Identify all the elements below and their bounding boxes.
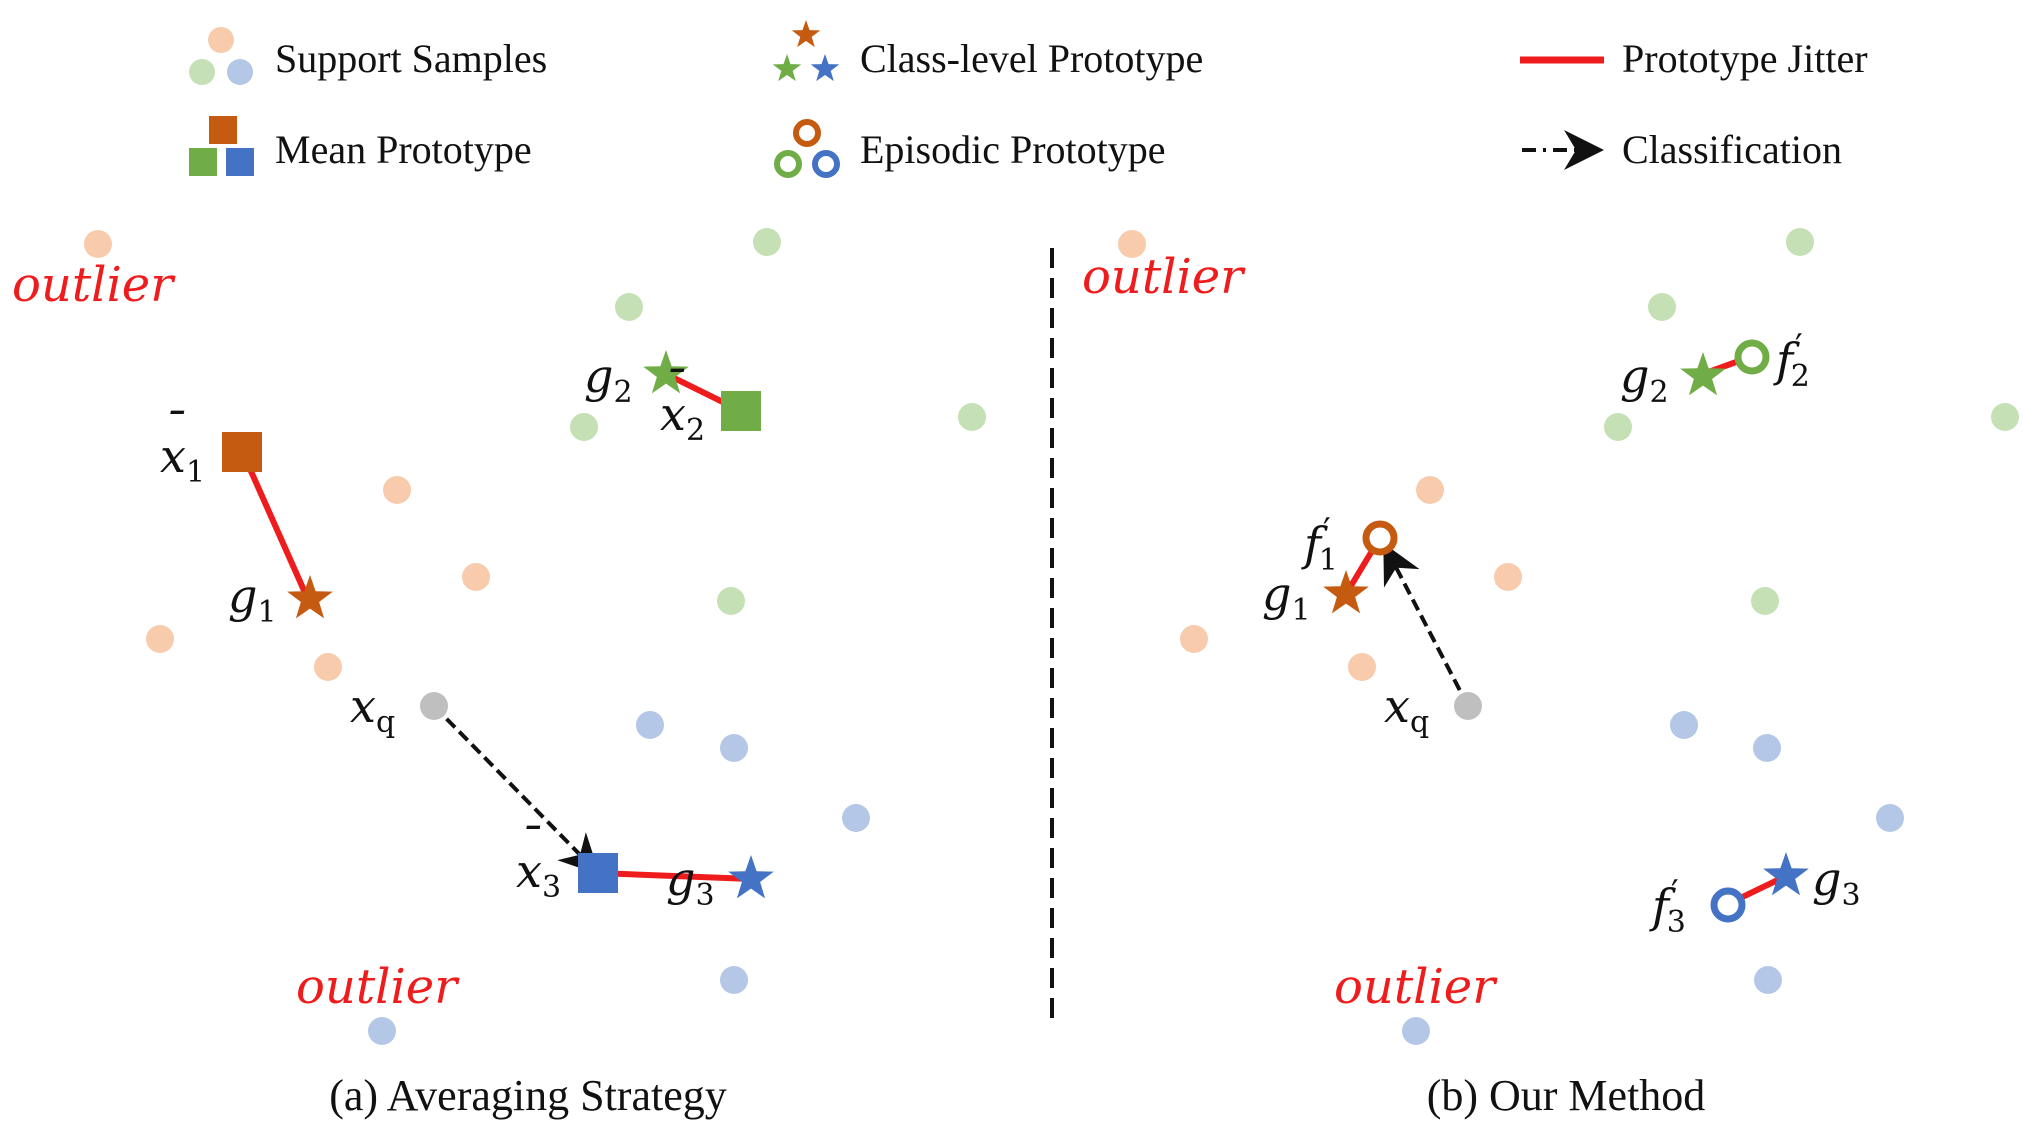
- panel-b-label-g3: g3: [1812, 852, 1861, 913]
- panel-a-support-samples: [84, 228, 986, 1045]
- panel-a-outlier-top: outlier: [12, 257, 176, 313]
- panel-b-support-samples: [1118, 228, 2019, 1045]
- panel-a-query-point: [420, 692, 448, 720]
- panel-a-label-g1: g1: [228, 569, 277, 630]
- panel-b-label-f2: f′ 2: [1773, 327, 1810, 394]
- panel-a-star-3-icon: [728, 855, 774, 899]
- panel-a-star-1-icon: [287, 575, 333, 619]
- panel-b-classification-arrow: [1383, 542, 1470, 707]
- legend-support-samples-label: Support Samples: [275, 36, 547, 81]
- panel-b-episodic-prototype-3: [1710, 887, 1746, 923]
- panel-b-star-3-icon: [1763, 852, 1809, 896]
- caption-b: (b) Our Method: [1427, 1071, 1706, 1120]
- caption-a: (a) Averaging Strategy: [329, 1071, 726, 1120]
- panel-b-query-point: [1454, 692, 1482, 720]
- panel-b-our-method: f′ 1 g1 g2 f′ 2 xq g3 f′ 3 outlier outlier …: [1082, 228, 2019, 1120]
- panel-a-label-g3: g3: [666, 852, 715, 913]
- panel-b-label-g1: g1: [1262, 567, 1311, 628]
- legend: Support Samples Mean Prototype Class-lev…: [189, 20, 1868, 178]
- legend-prototype-jitter-label: Prototype Jitter: [1622, 36, 1868, 81]
- panel-a-label-xq: xq: [350, 679, 395, 740]
- panel-a-mean-prototype-2: [721, 391, 761, 431]
- panel-a-label-bar2: ¯: [662, 360, 685, 414]
- panel-a-label-xbar1: x1: [160, 429, 205, 490]
- panel-a-mean-prototype-1: [222, 432, 262, 472]
- panel-b-episodic-prototype-1: [1362, 520, 1398, 556]
- panel-b-outlier-bottom: outlier: [1334, 959, 1498, 1015]
- panel-b-label-f1: f′ 1: [1301, 511, 1338, 578]
- panel-a-jitter-class3: [597, 870, 753, 882]
- legend-mean-prototype-label: Mean Prototype: [275, 127, 532, 172]
- panel-a-label-bar3: ¯: [518, 817, 541, 871]
- panel-b-label-xq: xq: [1384, 679, 1429, 740]
- panel-b-episodic-prototype-2: [1734, 339, 1770, 375]
- legend-classification-label: Classification: [1622, 127, 1842, 172]
- panel-b-label-g2: g2: [1620, 349, 1669, 410]
- legend-class-level-prototype-label: Class-level Prototype: [860, 36, 1203, 81]
- panel-a-outlier-bottom: outlier: [296, 959, 460, 1015]
- panel-b-outlier-top: outlier: [1082, 249, 1246, 305]
- legend-episodic-prototype-label: Episodic Prototype: [860, 127, 1166, 172]
- legend-episodic-prototype-icon: [774, 119, 840, 178]
- legend-class-level-prototype-icon: [772, 20, 840, 82]
- panel-a-classification-arrow: [432, 704, 600, 875]
- panel-b-star-2-icon: [1680, 352, 1726, 396]
- panel-a-jitter-class1: [239, 449, 309, 597]
- panel-a-label-g2: g2: [584, 349, 633, 410]
- panel-a-mean-prototype-3: [578, 853, 618, 893]
- legend-mean-prototype-icon: [189, 116, 254, 176]
- panel-a-label-bar1: ¯: [162, 402, 185, 456]
- panel-b-label-f3: f′ 3: [1649, 873, 1686, 940]
- panel-a-averaging: x1 ¯ g1 g2 x2 ¯ xq x3 ¯ g3 outlier outli…: [12, 228, 986, 1120]
- panel-a-label-xbar2: x2: [660, 387, 705, 448]
- panel-a-label-xbar3: x3: [516, 844, 561, 905]
- legend-support-samples-icon: [189, 27, 253, 85]
